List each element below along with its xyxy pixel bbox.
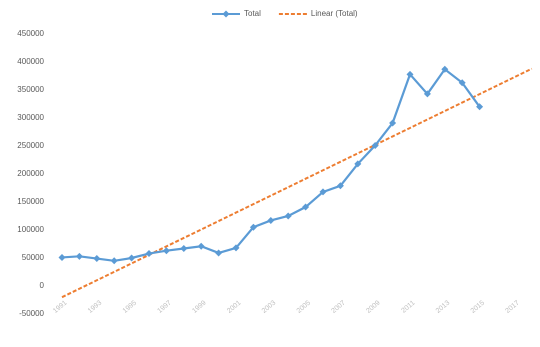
legend-label: Total bbox=[244, 9, 261, 18]
data-point bbox=[128, 254, 136, 262]
series-line bbox=[61, 67, 533, 299]
x-tick-label: 2011 bbox=[400, 300, 416, 315]
x-tick-label: 2017 bbox=[504, 300, 521, 315]
y-tick-label: 300000 bbox=[17, 113, 44, 122]
data-point bbox=[75, 252, 83, 260]
y-tick-label: 250000 bbox=[17, 141, 44, 150]
data-point bbox=[145, 250, 153, 258]
data-point bbox=[336, 182, 344, 190]
data-point bbox=[458, 79, 466, 87]
y-tick-label: 50000 bbox=[22, 253, 45, 262]
data-point bbox=[423, 90, 431, 98]
legend-item: Linear (Total) bbox=[278, 9, 358, 18]
data-point bbox=[284, 212, 292, 220]
data-point bbox=[389, 119, 397, 127]
data-point bbox=[197, 242, 205, 250]
y-tick-label: 450000 bbox=[17, 29, 44, 38]
legend-label: Linear (Total) bbox=[311, 9, 358, 18]
data-point bbox=[406, 70, 414, 78]
data-point bbox=[215, 249, 223, 257]
data-point bbox=[319, 188, 327, 196]
x-tick-label: 1999 bbox=[191, 300, 208, 315]
y-tick-label: 150000 bbox=[17, 197, 44, 206]
data-point bbox=[476, 103, 484, 111]
x-tick-label: 1995 bbox=[122, 300, 139, 315]
x-tick-label: 2015 bbox=[470, 300, 487, 315]
data-point bbox=[232, 244, 240, 252]
x-tick-label: 1991 bbox=[52, 300, 69, 315]
x-tick-label: 2001 bbox=[226, 300, 243, 315]
x-tick-label: 1993 bbox=[87, 300, 104, 315]
x-tick-label: 2003 bbox=[261, 300, 278, 315]
x-tick-label: 2005 bbox=[296, 300, 313, 315]
x-tick-label: 2013 bbox=[435, 300, 452, 315]
data-point bbox=[180, 244, 188, 252]
y-tick-label: 200000 bbox=[17, 169, 44, 178]
y-tick-label: -50000 bbox=[19, 309, 44, 318]
data-point bbox=[162, 247, 170, 255]
y-tick-label: 100000 bbox=[17, 225, 44, 234]
data-point bbox=[302, 203, 310, 211]
x-tick-label: 2007 bbox=[330, 300, 347, 315]
y-tick-label: 350000 bbox=[17, 85, 44, 94]
data-point bbox=[354, 160, 362, 168]
data-point bbox=[371, 141, 379, 149]
legend-marker bbox=[222, 10, 230, 18]
legend-item: Total bbox=[212, 9, 261, 18]
y-tick-label: 400000 bbox=[17, 57, 44, 66]
data-point bbox=[267, 216, 275, 224]
series-line bbox=[61, 67, 481, 262]
data-point bbox=[93, 255, 101, 263]
data-point bbox=[441, 65, 449, 73]
data-point bbox=[249, 223, 257, 231]
y-tick-label: 0 bbox=[40, 281, 45, 290]
data-point bbox=[110, 257, 118, 265]
data-point bbox=[58, 253, 66, 261]
x-tick-label: 1997 bbox=[156, 300, 173, 315]
x-tick-label: 2009 bbox=[365, 300, 382, 315]
